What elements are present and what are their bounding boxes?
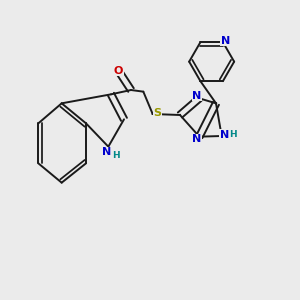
Text: N: N [192,91,202,101]
Text: N: N [221,36,230,46]
Text: H: H [112,151,120,160]
Text: N: N [192,134,201,144]
Text: H: H [229,130,237,139]
Text: N: N [220,130,229,140]
Text: N: N [102,147,112,157]
Text: O: O [114,66,123,76]
Text: S: S [153,107,161,118]
